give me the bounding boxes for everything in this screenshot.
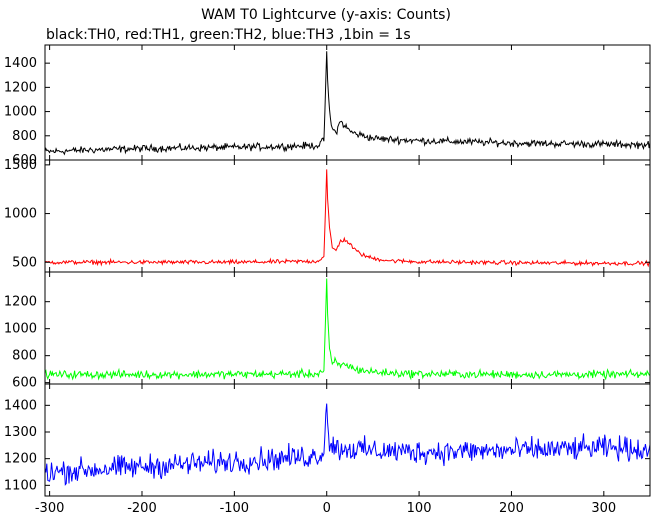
- y-tick-label-th3: 1400: [4, 398, 37, 413]
- x-tick-label: -300: [35, 501, 65, 515]
- x-tick-label: 300: [591, 501, 616, 515]
- series-line-th3: [45, 403, 650, 486]
- chart-subtitle: black:TH0, red:TH1, green:TH2, blue:TH3 …: [46, 27, 411, 43]
- y-tick-label-th1: 500: [12, 255, 37, 270]
- y-tick-label-th3: 1200: [4, 452, 37, 467]
- y-tick-label-th0: 1400: [4, 56, 37, 71]
- panel-frame-th3: [44, 383, 651, 497]
- y-tick-label-th0: 800: [12, 129, 37, 144]
- x-tick-label: 0: [323, 501, 331, 515]
- y-tick-label-th2: 1000: [4, 322, 37, 337]
- y-tick-label-th3: 1100: [4, 478, 37, 493]
- y-tick-label-th2: 800: [12, 349, 37, 364]
- panel-frame-th1: [44, 159, 651, 273]
- y-tick-label-th0: 1200: [4, 80, 37, 95]
- y-tick-label-th1: 1500: [4, 158, 37, 173]
- y-tick-label-th1: 1000: [4, 207, 37, 222]
- y-tick-label-th0: 1000: [4, 105, 37, 120]
- chart-title: WAM T0 Lightcurve (y-axis: Counts): [201, 7, 451, 23]
- y-tick-label-th2: 1200: [4, 295, 37, 310]
- x-tick-label: 200: [499, 501, 524, 515]
- y-tick-label-th3: 1300: [4, 425, 37, 440]
- x-tick-label: -100: [220, 501, 250, 515]
- series-line-th1: [45, 169, 650, 268]
- x-tick-label: 100: [407, 501, 432, 515]
- y-tick-label-th2: 600: [12, 376, 37, 391]
- panel-frame-th0: [44, 44, 651, 161]
- x-tick-label: -200: [127, 501, 157, 515]
- series-line-th2: [45, 278, 650, 381]
- series-line-th0: [45, 51, 650, 156]
- y-tick-label-th0: 600: [12, 153, 37, 168]
